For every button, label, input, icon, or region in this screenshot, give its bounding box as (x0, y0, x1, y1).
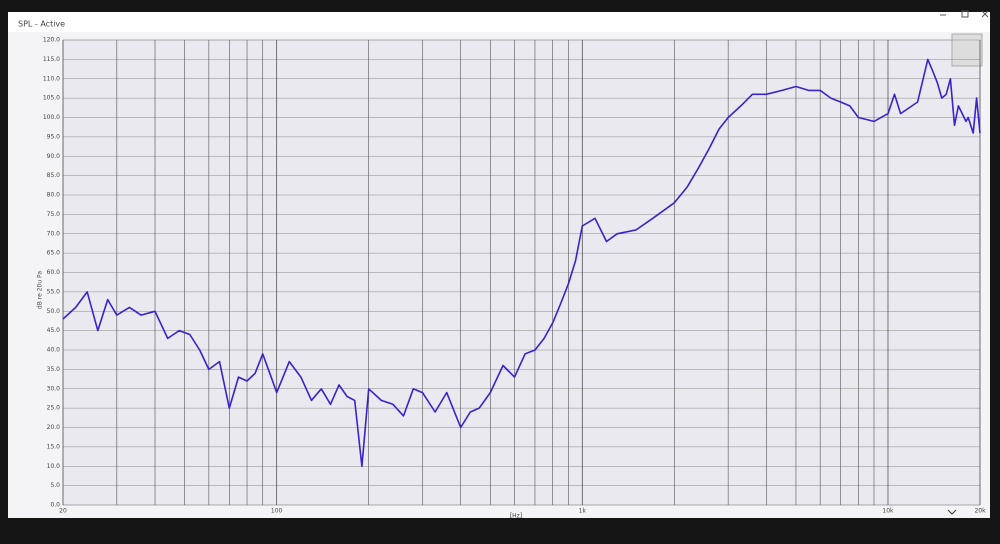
y-tick-label: 95.0 (47, 133, 61, 140)
x-tick-label: 20k (974, 508, 986, 515)
y-tick-label: 90.0 (47, 153, 61, 160)
logo-icon (951, 33, 983, 67)
x-tick-label: 1k (579, 508, 587, 515)
y-tick-label: 55.0 (47, 288, 61, 295)
y-tick-label: 25.0 (47, 405, 61, 412)
response-line (62, 58, 981, 468)
y-tick-label: 5.0 (50, 482, 60, 489)
y-tick-label: 80.0 (47, 192, 61, 199)
y-tick-label: 40.0 (47, 347, 61, 354)
plot: 0.0 5.0 10.0 15.0 20.0 25.0 30.0 35.0 40.0 45.0 50… (43, 37, 986, 515)
y-tick-label: 0.0 (50, 502, 60, 509)
y-tick-label: 105.0 (43, 95, 60, 102)
y-tick-label: 110.0 (43, 75, 60, 82)
y-tick-label: 35.0 (47, 366, 61, 373)
y-tick-label: 70.0 (47, 230, 61, 237)
y-tick-label: 10.0 (47, 463, 61, 470)
y-tick-label: 120.0 (43, 37, 60, 44)
close-button[interactable] (981, 10, 989, 18)
x-tick-label: 100 (271, 508, 283, 515)
y-tick-label: 75.0 (47, 211, 61, 218)
x-tick-label: 20 (59, 508, 67, 515)
y-tick-label: 85.0 (47, 172, 61, 179)
y-tick-label: 60.0 (47, 269, 61, 276)
maximize-button[interactable] (961, 10, 969, 18)
y-tick-label: 115.0 (43, 56, 60, 63)
y-tick-label: 65.0 (47, 250, 61, 257)
y-tick-label: 30.0 (47, 385, 61, 392)
x-axis-label: [Hz] (510, 513, 522, 520)
title-bar (8, 12, 990, 32)
y-tick-label: 100.0 (43, 114, 60, 121)
y-tick-label: 20.0 (47, 424, 61, 431)
window-title: SPL - Active (18, 20, 65, 29)
y-axis-label: dB re 20u Pa (37, 271, 44, 309)
x-tick-label: 10k (882, 508, 894, 515)
y-tick-label: 15.0 (47, 443, 61, 450)
scroll-button[interactable] (947, 509, 957, 515)
y-tick-label: 45.0 (47, 327, 61, 334)
y-tick-label: 50.0 (47, 308, 61, 315)
